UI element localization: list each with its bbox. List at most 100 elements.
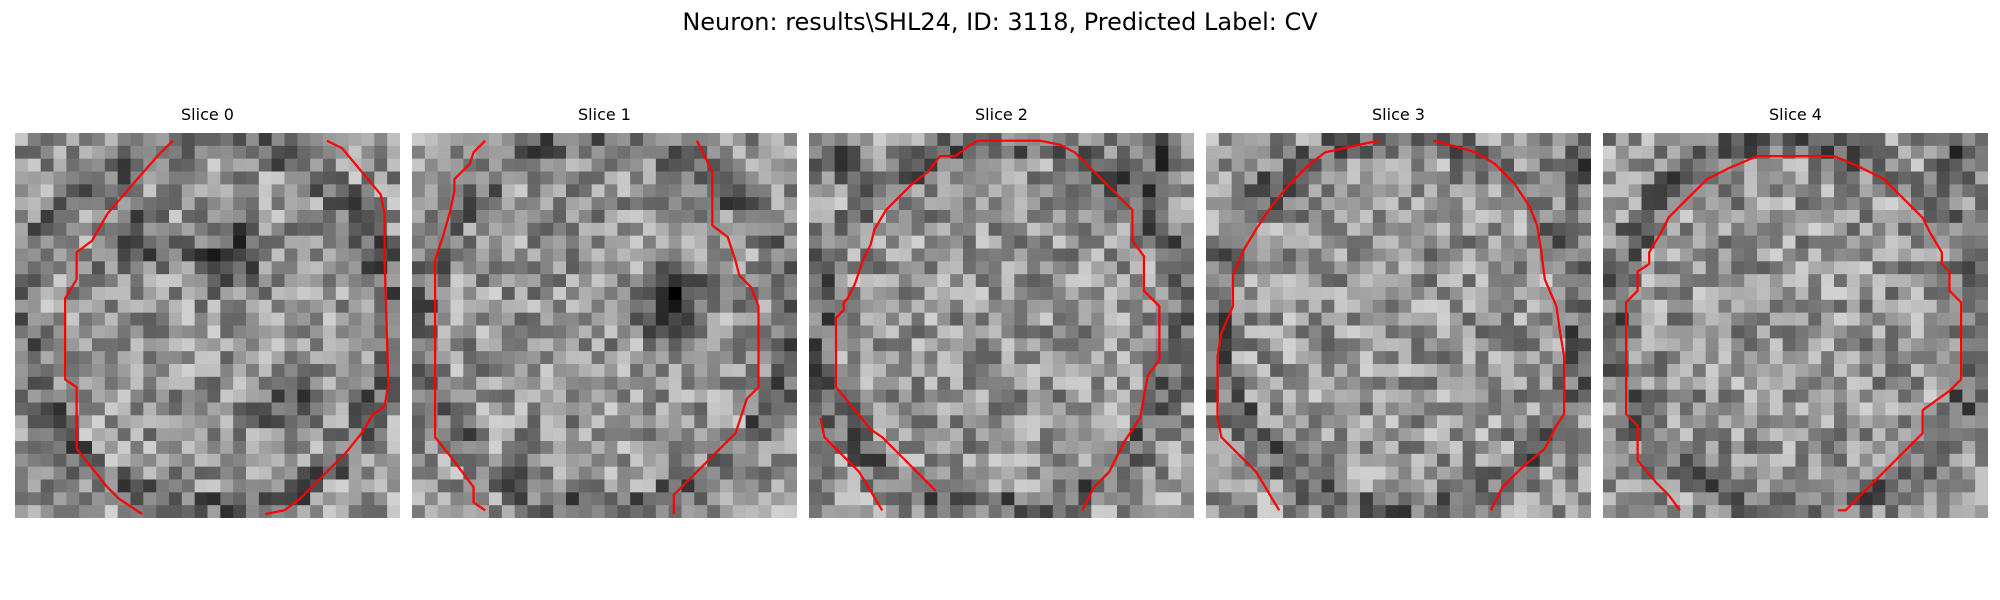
image-pixel — [1168, 133, 1182, 147]
image-pixel — [1155, 415, 1169, 429]
image-pixel — [348, 235, 363, 250]
image-pixel — [1872, 441, 1886, 455]
image-pixel — [1244, 338, 1258, 352]
image-pixel — [809, 441, 823, 455]
image-pixel — [1859, 312, 1874, 327]
image-pixel — [578, 415, 593, 429]
image-pixel — [1769, 428, 1784, 442]
image-pixel — [130, 222, 144, 237]
image-pixel — [412, 235, 426, 250]
image-pixel — [258, 133, 273, 147]
image-pixel — [463, 222, 477, 237]
image-pixel — [937, 235, 951, 250]
image-pixel — [1218, 222, 1233, 237]
image-pixel — [1308, 299, 1323, 314]
image-pixel — [898, 133, 913, 147]
image-pixel — [40, 466, 55, 481]
image-pixel — [1117, 210, 1131, 224]
image-pixel — [489, 402, 503, 416]
image-pixel — [1398, 274, 1412, 288]
image-pixel — [143, 479, 157, 493]
image-pixel — [361, 325, 375, 339]
image-pixel — [335, 210, 350, 224]
image-pixel — [1514, 389, 1528, 404]
image-pixel — [1449, 274, 1464, 288]
image-pixel — [1257, 402, 1271, 416]
image-pixel — [1603, 145, 1617, 160]
image-pixel — [720, 479, 734, 493]
image-pixel — [732, 312, 747, 327]
image-pixel — [1168, 184, 1182, 198]
image-pixel — [514, 145, 529, 160]
image-pixel — [1578, 441, 1591, 455]
image-pixel — [1911, 389, 1925, 404]
image-pixel — [387, 299, 400, 314]
image-pixel — [15, 261, 29, 275]
image-pixel — [271, 376, 286, 391]
image-pixel — [1040, 466, 1054, 481]
image-pixel — [130, 287, 144, 301]
image-pixel — [1334, 441, 1348, 455]
image-pixel — [1270, 197, 1284, 211]
image-pixel — [207, 389, 221, 404]
image-pixel — [361, 235, 375, 250]
image-pixel — [489, 184, 503, 198]
image-pixel — [463, 261, 477, 275]
image-pixel — [1052, 222, 1067, 237]
image-pixel — [886, 171, 900, 185]
image-pixel — [1885, 299, 1899, 314]
image-pixel — [1808, 261, 1822, 275]
image-pixel — [720, 428, 734, 442]
image-pixel — [1168, 376, 1182, 391]
image-pixel — [630, 492, 644, 506]
image-pixel — [1641, 210, 1655, 224]
image-pixel — [911, 479, 926, 493]
image-pixel — [1334, 453, 1348, 468]
image-pixel — [1244, 415, 1258, 429]
image-pixel — [1321, 415, 1335, 429]
image-pixel — [1295, 312, 1310, 327]
image-pixel — [1347, 312, 1361, 327]
image-pixel — [784, 479, 797, 493]
segmentation-contour-1 — [1216, 139, 1380, 511]
image-pixel — [1936, 428, 1951, 442]
image-pixel — [1731, 492, 1745, 506]
image-pixel — [668, 453, 683, 468]
image-pixel — [950, 133, 964, 147]
image-pixel — [1526, 338, 1541, 352]
image-pixel — [1898, 402, 1912, 416]
image-pixel — [1168, 248, 1182, 262]
image-pixel — [1168, 222, 1182, 237]
image-pixel — [924, 248, 938, 262]
image-pixel — [66, 453, 80, 468]
image-pixel — [1181, 453, 1194, 468]
image-pixel — [1091, 145, 1105, 160]
image-pixel — [104, 466, 119, 481]
image-pixel — [1206, 158, 1220, 173]
image-pixel — [104, 428, 119, 442]
image-pixel — [1744, 299, 1758, 314]
image-pixel — [1295, 428, 1310, 442]
image-pixel — [476, 299, 490, 314]
image-pixel — [361, 261, 375, 275]
image-pixel — [784, 210, 797, 224]
image-pixel — [1692, 466, 1707, 481]
image-pixel — [194, 479, 209, 493]
image-pixel — [387, 415, 400, 429]
image-pixel — [566, 351, 580, 365]
image-pixel — [1808, 441, 1822, 455]
image-pixel — [540, 505, 554, 518]
image-pixel — [911, 235, 926, 250]
image-pixel — [1065, 261, 1080, 275]
image-pixel — [527, 441, 541, 455]
image-pixel — [1385, 325, 1400, 339]
image-pixel — [284, 235, 298, 250]
image-pixel — [668, 415, 683, 429]
image-pixel — [258, 492, 273, 506]
image-pixel — [15, 299, 29, 314]
image-pixel — [655, 505, 670, 518]
image-pixel — [1411, 453, 1425, 468]
image-pixel — [732, 492, 747, 506]
image-pixel — [1744, 261, 1758, 275]
image-pixel — [1501, 235, 1515, 250]
